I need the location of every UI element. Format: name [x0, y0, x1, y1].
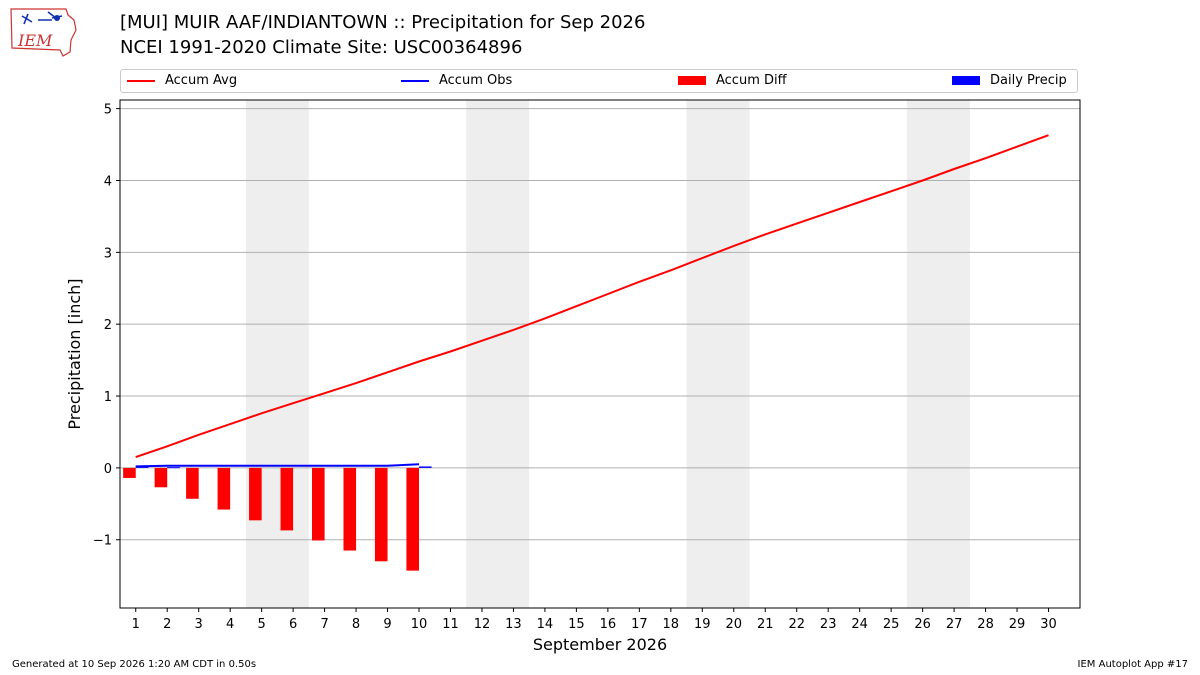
svg-text:IEM: IEM — [17, 31, 53, 50]
plot-frame — [119, 99, 1081, 609]
x-tick-label: 5 — [257, 617, 265, 632]
x-tick-label: 1 — [132, 617, 140, 632]
x-tick-label: 6 — [289, 617, 297, 632]
accum-diff-bar — [312, 467, 325, 541]
y-axis-ticks: −1 0 1 2 3 4 5 — [93, 103, 120, 549]
legend-label-daily-precip: Daily Precip — [990, 73, 1067, 88]
legend-label-accum-avg: Accum Avg — [165, 73, 238, 88]
footer-app: IEM Autoplot App #17 — [1077, 659, 1188, 670]
legend-label-accum-obs: Accum Obs — [439, 73, 513, 88]
accum-diff-bar — [343, 467, 357, 551]
legend-label-accum-diff: Accum Diff — [716, 73, 787, 88]
accum-avg-line — [135, 134, 1049, 459]
y-tick-label: 1 — [104, 390, 112, 405]
x-axis-label: September 2026 — [533, 635, 667, 654]
chart-legend: Accum Avg Accum Obs Accum Diff Daily Pre… — [120, 69, 1078, 93]
x-tick-label: 14 — [537, 617, 554, 632]
accum-diff-bar — [280, 467, 294, 531]
x-tick-label: 15 — [568, 617, 585, 632]
accum-diff-bar — [154, 467, 168, 488]
legend-item-accum-obs: Accum Obs — [401, 73, 512, 91]
daily-precip-bar — [167, 467, 180, 469]
x-tick-label: 18 — [663, 617, 680, 632]
legend-item-accum-avg: Accum Avg — [127, 73, 237, 91]
chart-subtitle: NCEI 1991-2020 Climate Site: USC00364896 — [120, 37, 523, 58]
x-tick-label: 26 — [914, 617, 931, 632]
daily-precip-bar — [419, 466, 432, 468]
x-tick-label: 13 — [505, 617, 522, 632]
accum-diff-bar — [374, 467, 388, 562]
legend-swatch-daily-precip — [952, 76, 980, 85]
accum-diff-bar — [249, 467, 262, 521]
x-tick-label: 23 — [820, 617, 837, 632]
series-lines — [135, 134, 1049, 468]
legend-swatch-accum-avg — [127, 79, 155, 82]
iem-logo: IEM — [10, 8, 77, 57]
weekend-band-3 — [686, 100, 750, 608]
gridlines — [120, 108, 1080, 541]
accum-diff-bar — [217, 467, 231, 510]
y-tick-label: −1 — [93, 534, 112, 549]
chart-title: [MUI] MUIR AAF/INDIANTOWN :: Precipitati… — [120, 12, 646, 33]
legend-item-daily-precip: Daily Precip — [952, 73, 1067, 91]
x-tick-label: 7 — [320, 617, 328, 632]
accum-obs-line — [135, 463, 420, 468]
x-tick-label: 2 — [163, 617, 171, 632]
x-tick-label: 22 — [788, 617, 805, 632]
x-tick-label: 8 — [352, 617, 360, 632]
y-tick-label: 2 — [104, 318, 112, 333]
x-tick-label: 20 — [725, 617, 742, 632]
x-tick-label: 10 — [411, 617, 428, 632]
accum-diff-bar — [406, 467, 420, 571]
x-tick-label: 30 — [1040, 617, 1057, 632]
x-tick-label: 24 — [851, 617, 868, 632]
x-tick-label: 9 — [383, 617, 391, 632]
accum-diff-bars — [123, 467, 420, 571]
y-tick-label: 0 — [104, 462, 112, 477]
x-axis-ticks: 1 2 3 4 5 6 7 8 9 10 11 12 13 14 15 16 17 18 19 20 21 22 23 24 2… — [132, 608, 1057, 632]
legend-item-accum-diff: Accum Diff — [678, 73, 787, 91]
x-tick-label: 29 — [1009, 617, 1026, 632]
accum-diff-bar — [123, 467, 136, 478]
x-tick-label: 27 — [946, 617, 963, 632]
x-tick-label: 28 — [977, 617, 994, 632]
x-tick-label: 25 — [883, 617, 900, 632]
x-tick-label: 16 — [600, 617, 617, 632]
x-tick-label: 17 — [631, 617, 648, 632]
weekend-shading — [245, 100, 970, 608]
weekend-band-1 — [245, 100, 309, 608]
legend-swatch-accum-diff — [678, 76, 706, 85]
x-tick-label: 19 — [694, 617, 711, 632]
y-tick-label: 5 — [104, 103, 112, 118]
y-tick-label: 3 — [104, 246, 112, 261]
x-tick-label: 4 — [226, 617, 234, 632]
legend-swatch-accum-obs — [401, 79, 429, 82]
x-tick-label: 21 — [757, 617, 774, 632]
accum-diff-bar — [186, 467, 199, 499]
weekend-band-4 — [906, 100, 970, 608]
footer-generated: Generated at 10 Sep 2026 1:20 AM CDT in … — [12, 659, 257, 670]
y-axis-label: Precipitation [inch] — [65, 278, 84, 429]
x-tick-label: 3 — [195, 617, 203, 632]
x-tick-label: 12 — [474, 617, 491, 632]
y-tick-label: 4 — [104, 174, 112, 189]
weekend-band-2 — [466, 100, 530, 608]
x-tick-label: 11 — [442, 617, 459, 632]
